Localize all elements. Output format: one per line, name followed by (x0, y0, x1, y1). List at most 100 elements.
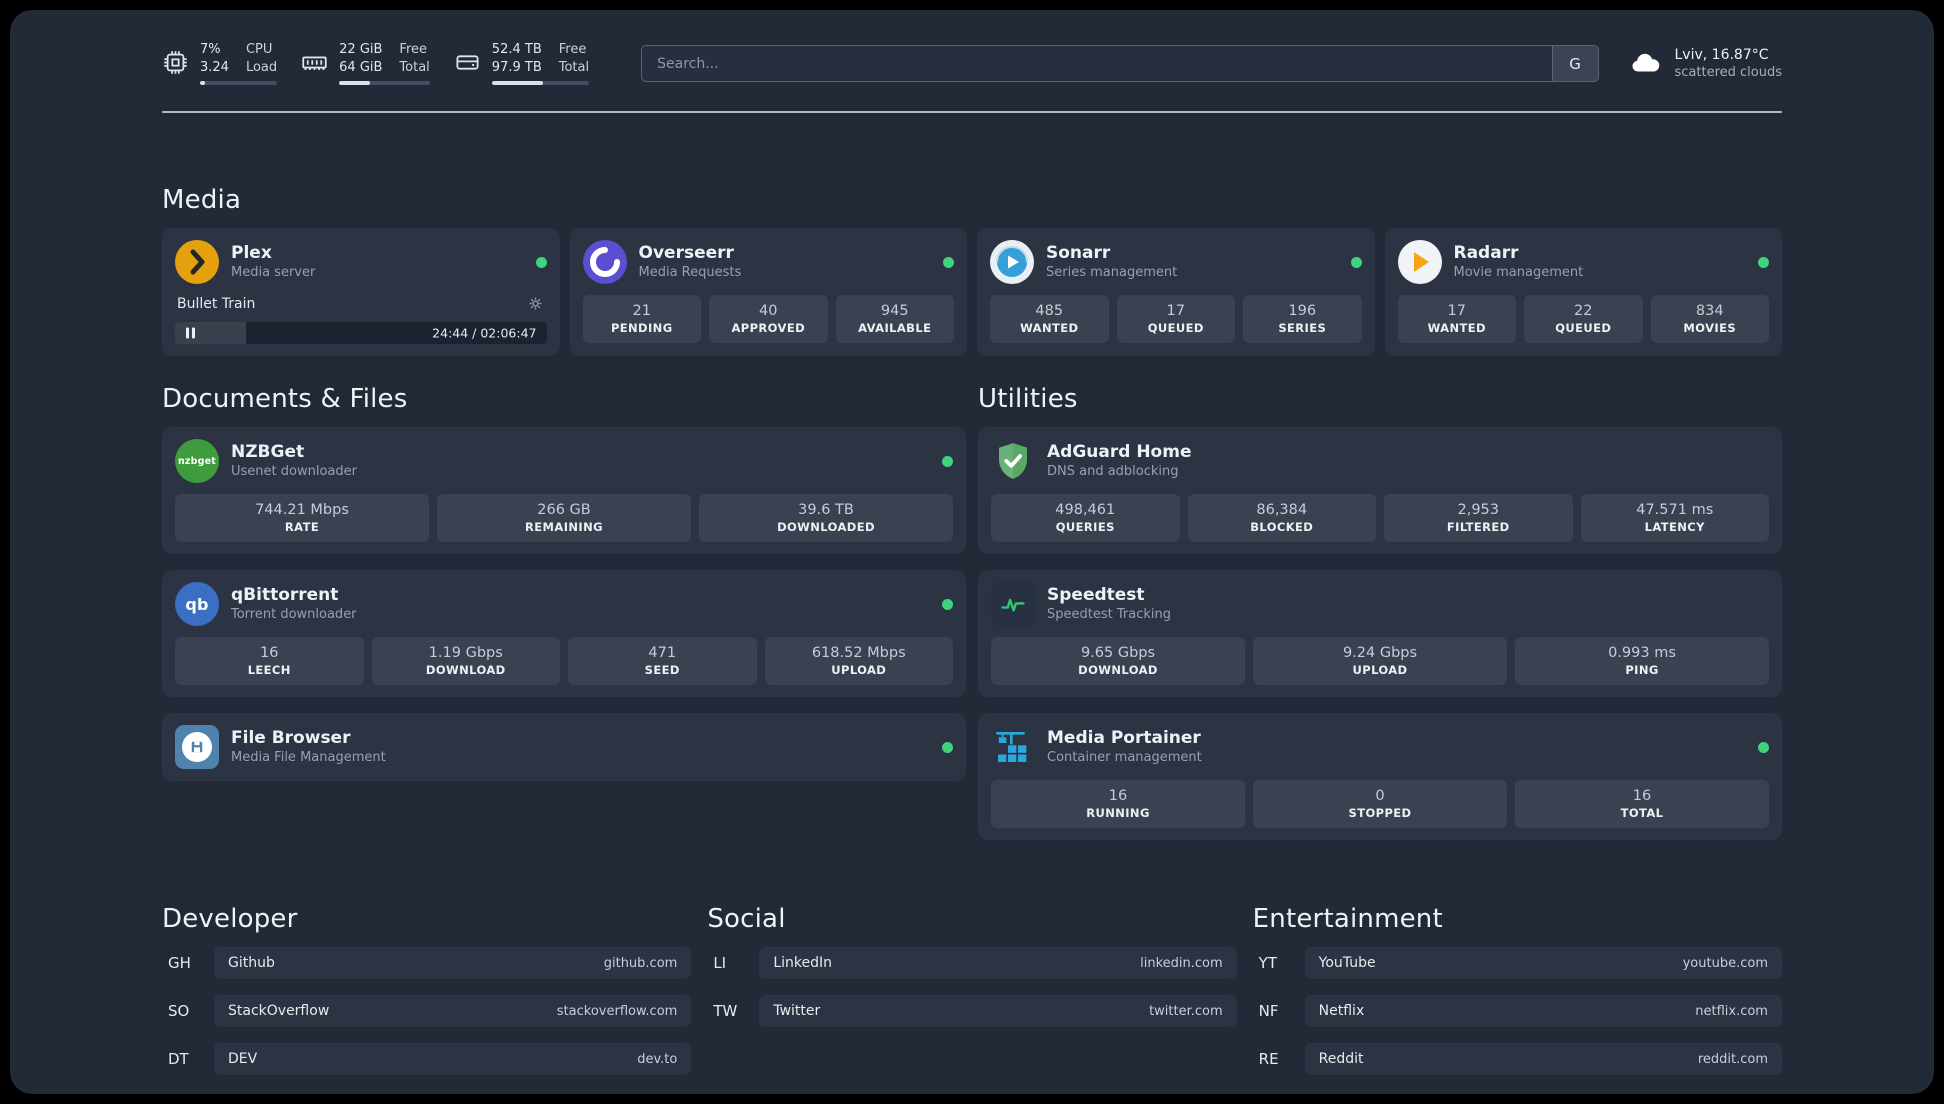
stat-label: RUNNING (1086, 806, 1150, 820)
service-card-qbittorrent[interactable]: qb qBittorrent Torrent downloader 16 LEE… (162, 570, 966, 697)
bookmark-name: Reddit (1318, 1051, 1364, 1067)
nzbget-icon-text: nzbget (177, 455, 217, 467)
bookmark-link-github[interactable]: Github github.com (214, 947, 692, 979)
stat-tile: 17 QUEUED (1116, 295, 1235, 343)
bookmark-row: DT DEV dev.to (162, 1043, 692, 1075)
bookmark-abbr: SO (168, 1002, 190, 1020)
bookmark-abbr: NF (1258, 1002, 1279, 1020)
search-provider-button[interactable]: G (1551, 46, 1598, 81)
stat-tile: 1.19 Gbps DOWNLOAD (371, 637, 560, 685)
disk-usage-bar (491, 81, 590, 85)
stat-value: 16 (1108, 788, 1128, 804)
service-card-overseerr[interactable]: Overseerr Media Requests 21 PENDING 40 A… (569, 228, 967, 356)
disk-monitor: 52.4 TB 97.9 TB Free Total (454, 42, 590, 85)
weather-location: Lviv, 16.87°C (1674, 47, 1769, 63)
service-card-adguard[interactable]: AdGuard Home DNS and adblocking 498,461 … (978, 427, 1782, 554)
stat-label: QUEUED (1147, 321, 1204, 335)
playback-time: 24:44 / 02:06:47 (432, 325, 537, 341)
service-subtitle: Media Requests (638, 265, 742, 280)
playback-progress-bar[interactable]: 24:44 / 02:06:47 (175, 322, 547, 344)
status-dot (942, 741, 953, 753)
stat-tile: 266 GB REMAINING (437, 494, 691, 542)
stat-value: 834 (1695, 303, 1724, 319)
stat-tile: 21 PENDING (582, 295, 701, 343)
bookmark-row: GH Github github.com (162, 947, 692, 979)
memory-usage-bar (339, 81, 430, 85)
service-card-nzbget[interactable]: nzbget NZBGet Usenet downloader 744.21 M… (162, 427, 966, 554)
bookmark-link-youtube[interactable]: YouTube youtube.com (1304, 947, 1782, 979)
cpu-load-label: Load (245, 60, 278, 75)
topbar-divider (162, 111, 1782, 113)
service-card-sonarr[interactable]: Sonarr Series management 485 WANTED 17 Q… (977, 228, 1375, 356)
stat-tile: 17 WANTED (1397, 295, 1516, 343)
bookmark-link-netflix[interactable]: Netflix netflix.com (1304, 995, 1782, 1027)
service-card-radarr[interactable]: Radarr Movie management 17 WANTED 22 QUE… (1384, 228, 1782, 356)
cloud-icon (1627, 49, 1663, 79)
cpu-load-value: 3.24 (200, 60, 229, 75)
bookmark-domain: stackoverflow.com (556, 1003, 678, 1019)
bookmark-link-dev[interactable]: DEV dev.to (214, 1043, 692, 1075)
stat-label: STOPPED (1348, 806, 1412, 820)
stat-label: DOWNLOAD (425, 663, 506, 677)
cpu-label: CPU (245, 42, 273, 57)
stat-label: DOWNLOADED (777, 520, 875, 534)
bookmark-domain: netflix.com (1695, 1003, 1768, 1019)
stat-label: MOVIES (1683, 321, 1737, 335)
stat-value: 17 (1447, 303, 1466, 319)
status-dot (535, 256, 547, 268)
speedtest-icon (991, 582, 1035, 626)
stat-value: 21 (632, 303, 651, 319)
section-documents: Documents & Files nzbget NZBGet Usenet d… (162, 384, 966, 840)
stat-value: 266 GB (537, 502, 591, 518)
stat-label: RATE (284, 520, 320, 534)
search-bar[interactable]: G (641, 45, 1599, 82)
stat-tile: 16 TOTAL (1515, 780, 1769, 828)
stat-value: 22 (1574, 303, 1593, 319)
service-subtitle: Container management (1047, 750, 1202, 765)
stat-value: 945 (880, 303, 909, 319)
service-card-filebrowser[interactable]: File Browser Media File Management (162, 713, 966, 781)
stat-label: PING (1625, 663, 1659, 677)
stat-value: 40 (759, 303, 778, 319)
bookmark-abbr: YT (1258, 954, 1277, 972)
stat-value: 196 (1288, 303, 1317, 319)
memory-total-label: Total (399, 60, 430, 75)
stat-label: UPLOAD (831, 663, 887, 677)
stat-value: 86,384 (1256, 502, 1308, 518)
pause-icon[interactable] (184, 327, 196, 339)
service-card-plex[interactable]: Plex Media server Bullet Train (162, 228, 560, 356)
sonarr-icon (990, 240, 1034, 284)
search-input[interactable] (642, 46, 1552, 81)
bookmark-link-reddit[interactable]: Reddit reddit.com (1304, 1043, 1782, 1075)
stat-label: FILTERED (1446, 520, 1510, 534)
stat-label: APPROVED (731, 321, 806, 335)
bookmark-link-linkedin[interactable]: LinkedIn linkedin.com (759, 947, 1237, 979)
service-card-speedtest[interactable]: Speedtest Speedtest Tracking 9.65 Gbps D… (978, 570, 1782, 697)
service-name: Speedtest (1047, 585, 1145, 605)
cpu-usage-bar (200, 81, 278, 85)
memory-free-value: 22 GiB (339, 42, 383, 57)
bookmark-row: LI LinkedIn linkedin.com (707, 947, 1237, 979)
top-bar: 7% 3.24 CPU Load 22 GiB (162, 42, 1782, 85)
stat-tile: 22 QUEUED (1524, 295, 1643, 343)
ram-icon (301, 49, 328, 76)
disk-total-label: Total (558, 60, 590, 75)
bookmark-link-stackoverflow[interactable]: StackOverflow stackoverflow.com (214, 995, 692, 1027)
stat-value: 498,461 (1055, 502, 1116, 518)
service-name: AdGuard Home (1047, 442, 1192, 462)
stat-label: SERIES (1278, 321, 1327, 335)
service-card-portainer[interactable]: Media Portainer Container management 16 … (978, 713, 1782, 840)
stat-value: 744.21 Mbps (255, 502, 349, 518)
bookmark-abbr: GH (168, 954, 191, 972)
status-dot (1758, 741, 1769, 753)
stat-value: 16 (260, 645, 279, 661)
stat-value: 0 (1375, 788, 1385, 804)
stat-tile: 618.52 Mbps UPLOAD (764, 637, 953, 685)
stat-tile: 744.21 Mbps RATE (175, 494, 429, 542)
bookmark-row: RE Reddit reddit.com (1253, 1043, 1782, 1075)
service-subtitle: Torrent downloader (231, 607, 357, 622)
bookmark-link-twitter[interactable]: Twitter twitter.com (759, 995, 1237, 1027)
stat-value: 16 (1632, 788, 1652, 804)
stat-tile: 471 SEED (568, 637, 757, 685)
gear-icon[interactable] (526, 294, 545, 313)
